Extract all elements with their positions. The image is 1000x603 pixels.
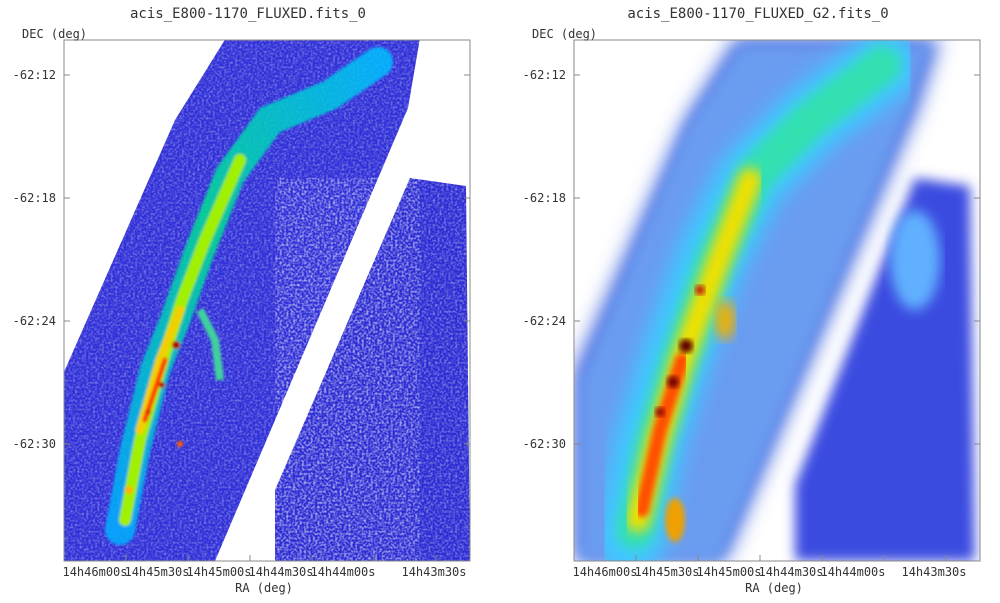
chart-title: acis_E800-1170_FLUXED.fits_0 [130, 6, 366, 22]
x-axis-label: RA (deg) [745, 581, 803, 595]
plot-frame [573, 39, 981, 562]
x-tick-label: 14h46m00s [62, 565, 127, 579]
chart-title: acis_E800-1170_FLUXED_G2.fits_0 [627, 6, 888, 22]
chart-panel-raw: acis_E800-1170_FLUXED.fits_0 [13, 6, 471, 595]
y-tick-label: -62:30 [13, 437, 56, 451]
y-axis-label: DEC (deg) [532, 27, 597, 41]
x-axis-label: RA (deg) [235, 581, 293, 595]
x-tick-label: 14h44m30s [758, 565, 823, 579]
plot-frame [63, 39, 471, 562]
y-tick-label: -62:24 [523, 314, 566, 328]
y-tick-label: -62:12 [13, 68, 56, 82]
x-tick-label: 14h45m00s [186, 565, 251, 579]
chart-panel-smoothed: acis_E800-1170_FLUXED_G2.fits_0 DEC (deg… [510, 0, 1000, 603]
heatmap-chart-raw: acis_E800-1170_FLUXED.fits_0 [13, 6, 471, 595]
y-tick-label: -62:12 [523, 68, 566, 82]
image-area [574, 40, 975, 561]
x-tick-label: 14h44m30s [248, 565, 313, 579]
x-tick-label: 14h45m00s [696, 565, 761, 579]
y-tick-label: -62:18 [13, 191, 56, 205]
y-tick-label: -62:24 [13, 314, 56, 328]
y-tick-label: -62:18 [523, 191, 566, 205]
image-area [64, 40, 470, 561]
x-tick-label: 14h45m30s [634, 565, 699, 579]
x-tick-label: 14h46m00s [572, 565, 637, 579]
heatmap-chart-smoothed: acis_E800-1170_FLUXED_G2.fits_0 DEC (deg… [523, 6, 981, 595]
x-tick-label: 14h43m30s [901, 565, 966, 579]
y-tick-label: -62:30 [523, 437, 566, 451]
x-tick-label: 14h44m00s [820, 565, 885, 579]
y-axis-label: DEC (deg) [22, 27, 87, 41]
x-tick-label: 14h45m30s [124, 565, 189, 579]
x-tick-label: 14h43m30s [401, 565, 466, 579]
x-tick-label: 14h44m00s [310, 565, 375, 579]
